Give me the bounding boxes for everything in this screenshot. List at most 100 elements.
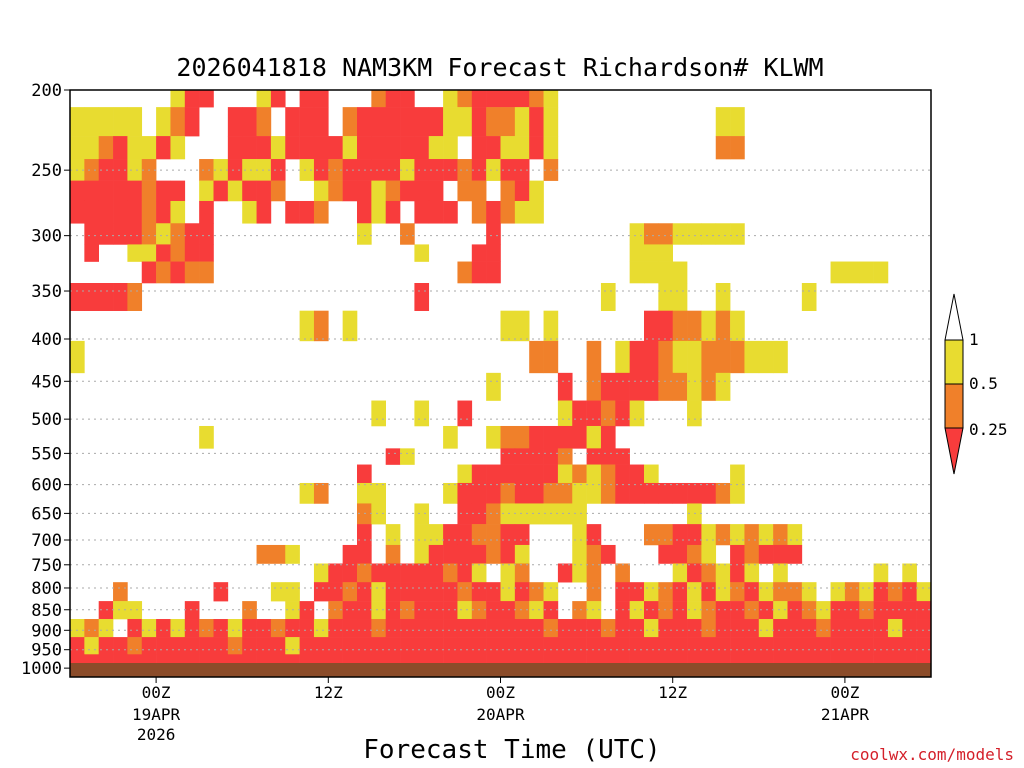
heatmap-cell (113, 136, 128, 160)
heatmap-cell (658, 372, 673, 401)
heatmap-cell (715, 223, 731, 245)
heatmap-cell (514, 637, 530, 655)
heatmap-cell (328, 582, 343, 602)
heatmap-cell (687, 582, 702, 602)
heatmap-cell (500, 180, 516, 202)
heatmap-cell (902, 619, 917, 638)
heatmap-cell (84, 619, 99, 638)
heatmap-cell (400, 180, 415, 202)
heatmap-cell (486, 244, 501, 262)
heatmap-cell (715, 601, 731, 620)
heatmap-cell (457, 503, 473, 525)
y-tick-label: 500 (31, 410, 62, 430)
heatmap-cell (471, 90, 487, 108)
heatmap-cell (543, 310, 559, 342)
heatmap-cell (658, 340, 673, 374)
heatmap-cell (557, 400, 573, 427)
heatmap-cell (600, 425, 616, 449)
heatmap-cell (443, 90, 458, 108)
heatmap-cell (256, 619, 272, 638)
heatmap-cell (744, 601, 760, 620)
heatmap-cell (270, 619, 286, 638)
heatmap-cell (500, 136, 516, 160)
heatmap-cell (98, 107, 114, 137)
heatmap-cell (471, 503, 487, 525)
heatmap-cell (457, 159, 473, 181)
heatmap-cell (629, 372, 645, 401)
heatmap-cell (844, 601, 860, 620)
heatmap-cell (270, 136, 286, 160)
heatmap-cell (801, 637, 817, 655)
heatmap-cell (428, 619, 444, 638)
heatmap-cell (170, 200, 186, 224)
heatmap-cell (113, 200, 128, 224)
heatmap-cell (543, 107, 559, 137)
heatmap-cell (586, 637, 602, 655)
heatmap-cell (758, 544, 774, 564)
heatmap-cell (357, 482, 372, 504)
heatmap-cell (887, 582, 903, 602)
heatmap-cell (98, 136, 114, 160)
heatmap-cell (357, 619, 372, 638)
heatmap-cell (127, 200, 143, 224)
heatmap-cell (486, 503, 501, 525)
heatmap-cell (443, 425, 458, 449)
heatmap-cell (357, 136, 372, 160)
heatmap-cell (184, 244, 200, 262)
heatmap-cell (586, 400, 602, 427)
heatmap-cell (84, 637, 99, 655)
x-tick-label: 2026 (137, 725, 176, 744)
legend-label-05: 0.5 (969, 374, 998, 393)
heatmap-cell (457, 107, 473, 137)
heatmap-cell (428, 544, 444, 564)
heatmap-cell (715, 619, 731, 638)
heatmap-cell (629, 223, 645, 245)
heatmap-cell (357, 544, 372, 564)
heatmap-cell (486, 223, 501, 245)
heatmap-cell (600, 544, 616, 564)
heatmap-cell (615, 637, 630, 655)
heatmap-cell (773, 524, 788, 546)
heatmap-cell (70, 136, 85, 160)
heatmap-cell (242, 637, 257, 655)
heatmap-cell (687, 524, 702, 546)
heatmap-cell (572, 425, 587, 449)
heatmap-cell (557, 482, 573, 504)
heatmap-cell (170, 261, 186, 284)
heatmap-cell (457, 261, 473, 284)
heatmap-cell (414, 601, 430, 620)
heatmap-cell (156, 637, 171, 655)
heatmap-cell (787, 601, 803, 620)
heatmap-cell (256, 180, 272, 202)
heatmap-cell (414, 582, 430, 602)
heatmap-cell (715, 283, 731, 311)
y-tick-label: 1000 (21, 659, 62, 679)
heatmap-cell (787, 544, 803, 564)
heatmap-cell (801, 283, 817, 311)
heatmap-cell (744, 524, 760, 546)
heatmap-cell (658, 582, 673, 602)
heatmap-cell (715, 563, 731, 583)
heatmap-cell (701, 619, 717, 638)
heatmap-cell (270, 544, 286, 564)
y-tick-label: 800 (31, 579, 62, 599)
heatmap-cell (113, 637, 128, 655)
heatmap-cell (428, 107, 444, 137)
heatmap-cell (127, 180, 143, 202)
heatmap-cell (127, 601, 143, 620)
heatmap-cell (270, 159, 286, 181)
heatmap-cell (299, 619, 315, 638)
heatmap-cell (730, 340, 745, 374)
heatmap-cell (715, 582, 731, 602)
heatmap-cell (672, 619, 688, 638)
heatmap-cell (644, 244, 659, 262)
heatmap-cell (486, 136, 501, 160)
heatmap-cell (586, 372, 602, 401)
heatmap-cell (443, 637, 458, 655)
heatmap-cell (615, 563, 630, 583)
x-tick-label: 20APR (476, 705, 525, 724)
heatmap-cell (127, 619, 143, 638)
heatmap-cell (859, 582, 874, 602)
heatmap-cell (213, 180, 229, 202)
heatmap-cell (600, 400, 616, 427)
